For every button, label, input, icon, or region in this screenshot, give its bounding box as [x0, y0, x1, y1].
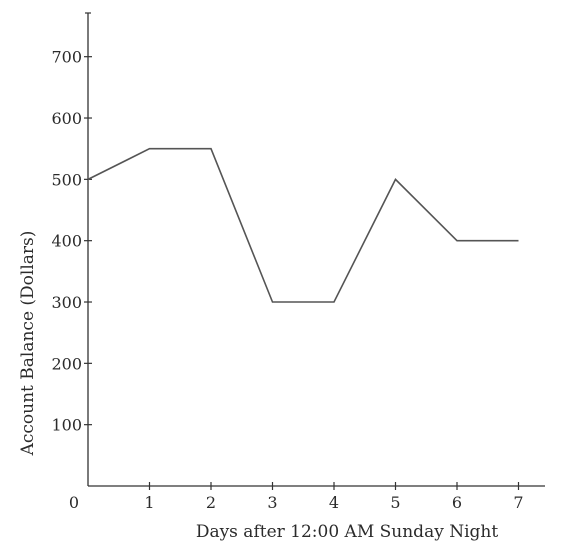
origin-label: 0: [69, 493, 79, 512]
x-tick-label: 3: [267, 493, 277, 512]
x-tick-label: 7: [513, 493, 523, 512]
y-tick-label: 400: [51, 232, 82, 251]
y-tick-label: 700: [51, 48, 82, 67]
x-tick-label: 4: [329, 493, 339, 512]
y-tick-label: 600: [51, 109, 82, 128]
y-tick-label: 200: [51, 354, 82, 373]
series-line: [87, 147, 519, 303]
x-tick-label: 1: [144, 493, 154, 512]
x-tick-label: 5: [390, 493, 400, 512]
x-tick-label: 2: [206, 493, 216, 512]
x-tick-label: 6: [452, 493, 462, 512]
x-axis-title: Days after 12:00 AM Sunday Night: [196, 522, 499, 542]
y-tick-label: 300: [51, 293, 82, 312]
y-axis-ticks: 100 200 300 400 500 600 700: [51, 12, 92, 435]
x-axis-ticks: 1 2 3 4 5 6 7: [144, 482, 524, 512]
y-axis-title: Account Balance (Dollars): [18, 231, 38, 457]
y-tick-label: 100: [51, 416, 82, 435]
y-tick-label: 500: [51, 170, 82, 189]
